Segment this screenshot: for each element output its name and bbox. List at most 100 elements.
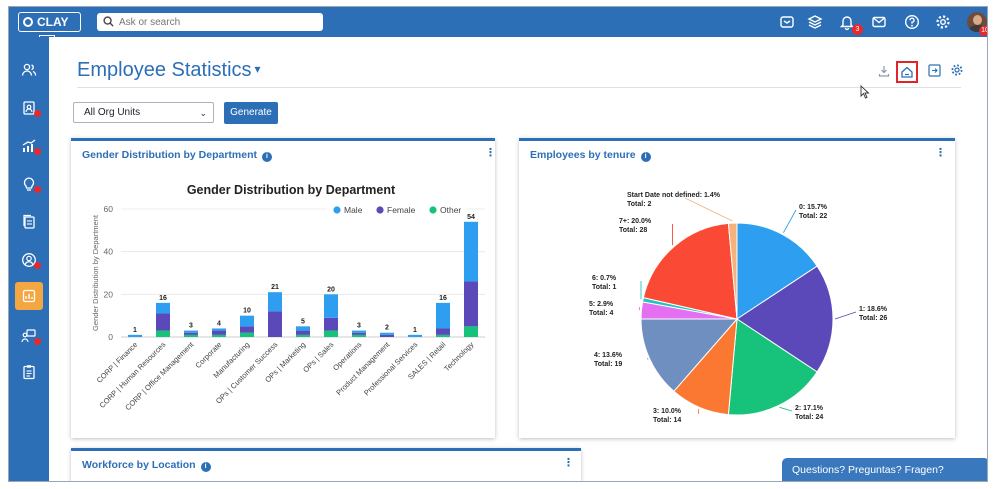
legend-label-male: Male [344, 205, 363, 215]
logo-text: CLAY [37, 15, 69, 29]
home-icon [901, 66, 913, 78]
sidebar [9, 37, 49, 481]
org-unit-select[interactable]: All Org Units ⌄ [73, 102, 214, 123]
x-tick-label: OPs | Sales [301, 340, 335, 374]
bar-other-segment [184, 334, 198, 337]
legend-box [327, 201, 467, 219]
inbox-icon[interactable] [778, 13, 796, 31]
bar-other-segment [156, 330, 170, 337]
bar-total-label: 2 [385, 325, 389, 332]
bar-male-segment [296, 326, 310, 331]
bar-total-label: 16 [439, 295, 447, 302]
bar-other-segment [296, 334, 310, 337]
avatar-badge: 10 [979, 26, 987, 36]
legend-marker-male [333, 206, 341, 214]
legend-label-female: Female [387, 205, 416, 215]
search-input[interactable] [119, 14, 315, 30]
bar-female-segment [268, 311, 282, 337]
legend-marker-other [429, 206, 437, 214]
pie-slice-total: Total: 24 [795, 414, 823, 421]
sidebar-alert-dot [34, 148, 41, 155]
pie-slice [642, 222, 738, 320]
people-icon [21, 63, 37, 76]
help-chat-button[interactable]: Questions? Preguntas? Fragen? [782, 458, 987, 481]
tenure-card-title: Employees by tenure i [530, 149, 651, 162]
pie-slice-total: Total: 2 [627, 201, 651, 208]
pie-slice [736, 265, 834, 373]
sidebar-alert-dot [34, 262, 41, 269]
search-box[interactable] [97, 13, 323, 31]
bar-female-segment [436, 328, 450, 335]
page-settings-icon[interactable] [950, 63, 964, 77]
download-icon[interactable] [878, 65, 890, 77]
help-icon[interactable] [903, 13, 921, 31]
pie-slice-total: Total: 28 [619, 227, 647, 234]
bar-total-label: 16 [159, 295, 167, 302]
tenure-card: Employees by tenure i ⋮ 0: 15.7% Total: 22… [519, 138, 955, 438]
tenure-card-title-text: Employees by tenure [530, 149, 636, 161]
org-unit-selected-value: All Org Units [84, 107, 141, 118]
bar-total-label: 1 [133, 327, 137, 334]
pie-slice-total: Total: 26 [859, 315, 887, 322]
set-as-home-button[interactable] [896, 61, 918, 83]
bar-other-segment [240, 332, 254, 337]
pie-slice-label: 2: 17.1% [795, 405, 824, 412]
bar-male-segment [464, 221, 478, 282]
app-window: CLAYHR 3 10 [8, 6, 988, 482]
sidebar-item-training[interactable] [18, 325, 41, 347]
pie-slice [727, 222, 738, 320]
sidebar-item-performance[interactable] [18, 135, 41, 157]
pie-slice-total: Total: 19 [594, 361, 622, 368]
bar-female-segment [296, 330, 310, 335]
bar-male-segment [436, 302, 450, 329]
page-title[interactable]: Employee Statistics ▾ [77, 59, 261, 82]
mail-icon[interactable] [870, 13, 888, 31]
pie-slice-total: Total: 22 [799, 213, 827, 220]
sidebar-item-recruiting[interactable] [18, 97, 41, 119]
bar-male-segment [408, 334, 422, 337]
info-icon[interactable]: i [640, 152, 651, 162]
export-icon[interactable] [928, 64, 941, 77]
bar-total-label: 3 [189, 323, 193, 330]
bar-female-segment [464, 281, 478, 327]
sidebar-item-tasks[interactable] [18, 361, 40, 383]
workforce-location-card: Workforce by Location i ⋮ [71, 448, 581, 481]
pie-slice [736, 222, 818, 320]
gender-card-menu-icon[interactable]: ⋮ [485, 147, 496, 159]
search-icon [103, 16, 114, 27]
info-icon[interactable]: i [200, 462, 211, 472]
sidebar-item-analytics[interactable] [15, 282, 43, 310]
pie-slice-label: 6: 0.7% [592, 275, 617, 282]
bar-total-label: 10 [243, 308, 251, 315]
location-card-menu-icon[interactable]: ⋮ [563, 457, 574, 469]
bar-male-segment [212, 328, 226, 331]
page-title-text: Employee Statistics [77, 59, 252, 81]
bar-other-segment [464, 326, 478, 337]
bar-female-segment [212, 330, 226, 335]
generate-button[interactable]: Generate [224, 102, 278, 124]
sidebar-item-documents[interactable] [18, 211, 40, 233]
pie-slice-label: 3: 10.0% [653, 408, 682, 415]
bell-icon[interactable] [838, 13, 856, 31]
bar-total-label: 4 [217, 320, 221, 327]
y-tick-label: 20 [104, 289, 114, 299]
sidebar-item-ideas[interactable] [18, 173, 41, 195]
settings-gear-icon[interactable] [934, 13, 952, 31]
title-dropdown-caret[interactable]: ▾ [254, 62, 261, 76]
main-content: Employee Statistics ▾ All Org Units ⌄ Gene… [49, 37, 987, 481]
layers-icon[interactable] [806, 13, 824, 31]
sidebar-item-people[interactable] [18, 59, 40, 81]
top-bar: CLAYHR 3 10 [9, 7, 987, 46]
avatar-body [969, 25, 986, 32]
clayhr-logo[interactable]: CLAYHR [18, 12, 81, 46]
info-icon[interactable]: i [262, 152, 273, 162]
pie-slice-label: 0: 15.7% [799, 204, 828, 211]
y-tick-label: 0 [108, 332, 113, 342]
bar-female-segment [380, 334, 394, 337]
pie-slice-label: Start Date not defined: 1.4% [627, 192, 721, 199]
tenure-card-menu-icon[interactable]: ⋮ [935, 147, 946, 159]
x-tick-label: Technology [442, 340, 475, 373]
bar-total-label: 20 [327, 286, 335, 293]
sidebar-item-profile[interactable] [18, 249, 41, 271]
gender-bar-chart: Gender Distribution by Department 0 20 40 60… [91, 183, 485, 412]
